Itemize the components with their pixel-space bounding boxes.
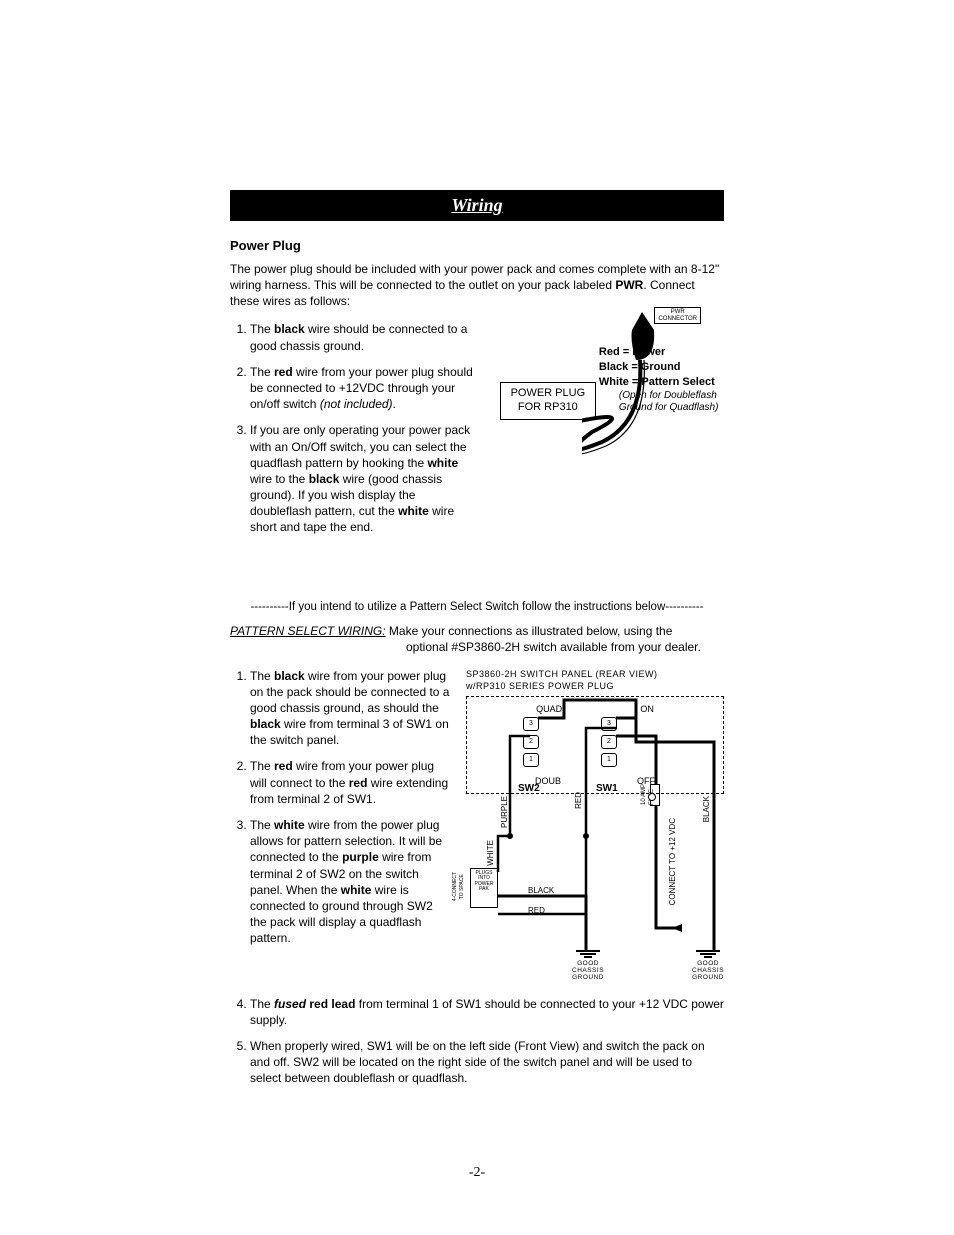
label-sw2: SW2	[518, 782, 540, 796]
step2-5: When properly wired, SW1 will be on the …	[250, 1038, 724, 1087]
t: red lead	[309, 997, 355, 1011]
step2-1: The black wire from your power plug on t…	[250, 668, 450, 749]
t: wire from terminal 3 of SW1 on the switc…	[250, 717, 449, 747]
figure-switch-panel: SP3860-2H SWITCH PANEL (REAR VIEW) w/RP3…	[466, 668, 724, 988]
t: (not included)	[320, 397, 393, 411]
terminal-2: 2	[601, 735, 617, 749]
t: white	[427, 456, 458, 470]
pattern-select-wiring-intro: PATTERN SELECT WIRING: Make your connect…	[230, 623, 724, 655]
steps-list-1: The black wire should be connected to a …	[230, 321, 478, 535]
t: The	[250, 997, 274, 1011]
label-white: WHITE	[486, 840, 497, 866]
t: The	[250, 322, 274, 336]
separator-line: ----------If you intend to utilize a Pat…	[230, 600, 724, 616]
label-connect-12vdc: CONNECT TO +12 VDC	[668, 818, 679, 905]
step2-2: The red wire from your power plug will c…	[250, 758, 450, 807]
t: The	[250, 818, 274, 832]
t: The	[250, 759, 274, 773]
step1-1: The black wire should be connected to a …	[250, 321, 478, 353]
terminal-3: 3	[601, 717, 617, 731]
step1-2: The red wire from your power plug should…	[250, 364, 478, 413]
t: fused	[274, 997, 306, 1011]
t: purple	[342, 850, 379, 864]
plug-small-box: PLUGSINTOPOWERPAK	[470, 868, 498, 908]
step2-4: The fused red lead from terminal 1 of SW…	[250, 996, 724, 1028]
label-sw1: SW1	[596, 782, 618, 796]
label-red-h: RED	[528, 906, 545, 917]
subhead-power-plug: Power Plug	[230, 237, 724, 255]
connector-small-label: 4-CONNECTTO SPACE	[452, 872, 466, 901]
switch-panel-box: QUADON 3 2 1 3 2 1 DOUBOFF	[466, 696, 724, 794]
terminal-1: 1	[601, 753, 617, 767]
cable-drawing	[582, 312, 722, 492]
label-black-h: BLACK	[528, 886, 554, 897]
t: black	[250, 717, 281, 731]
terminal-2: 2	[523, 735, 539, 749]
steps-list-2: The black wire from your power plug on t…	[230, 668, 450, 947]
section-title-bar: Wiring	[230, 190, 724, 221]
intro-paragraph: The power plug should be included with y…	[230, 261, 724, 310]
label-on: ON	[640, 703, 654, 715]
step1-3: If you are only operating your power pac…	[250, 422, 478, 535]
label-quad: QUAD	[536, 703, 562, 715]
t: Make your connections as illustrated bel…	[386, 624, 673, 638]
t: w/RP310 SERIES POWER PLUG	[466, 681, 614, 691]
page-number: -2-	[0, 1164, 954, 1183]
fuse-icon	[650, 784, 660, 806]
t: GOODCHASSISGROUND	[572, 960, 604, 982]
t: SP3860-2H SWITCH PANEL (REAR VIEW)	[466, 669, 658, 679]
t: POWER PLUG	[511, 387, 586, 399]
t: FOR RP310	[518, 401, 578, 413]
t: optional #SP3860-2H switch available fro…	[230, 640, 701, 654]
label-red-v: RED	[574, 792, 585, 809]
step2-3: The white wire from the power plug allow…	[250, 817, 450, 947]
diagram-title: SP3860-2H SWITCH PANEL (REAR VIEW) w/RP3…	[466, 668, 724, 692]
t: white	[398, 504, 429, 518]
t: white	[274, 818, 305, 832]
t: GOODCHASSISGROUND	[692, 960, 724, 982]
label-purple: PURPLE	[500, 796, 511, 828]
t: black	[274, 322, 305, 336]
t: white	[341, 883, 372, 897]
ground-symbol-2: GOODCHASSISGROUND	[692, 950, 724, 982]
t: black	[274, 669, 305, 683]
t: red	[274, 365, 293, 379]
terminal-3: 3	[523, 717, 539, 731]
steps-list-2-continued: The fused red lead from terminal 1 of SW…	[230, 996, 724, 1087]
sw2-terminals: 3 2 1	[523, 717, 539, 767]
t: The	[250, 365, 274, 379]
t: red	[274, 759, 293, 773]
t: wire to the	[250, 472, 309, 486]
label-black-v: BLACK	[702, 796, 713, 822]
ground-symbol-1: GOODCHASSISGROUND	[572, 950, 604, 982]
t: red	[349, 776, 368, 790]
t: The	[250, 669, 274, 683]
intro-bold-pwr: PWR	[615, 278, 643, 292]
sw1-terminals: 3 2 1	[601, 717, 617, 767]
terminal-1: 1	[523, 753, 539, 767]
t: black	[309, 472, 340, 486]
psw-label: PATTERN SELECT WIRING:	[230, 624, 386, 638]
t: .	[393, 397, 396, 411]
